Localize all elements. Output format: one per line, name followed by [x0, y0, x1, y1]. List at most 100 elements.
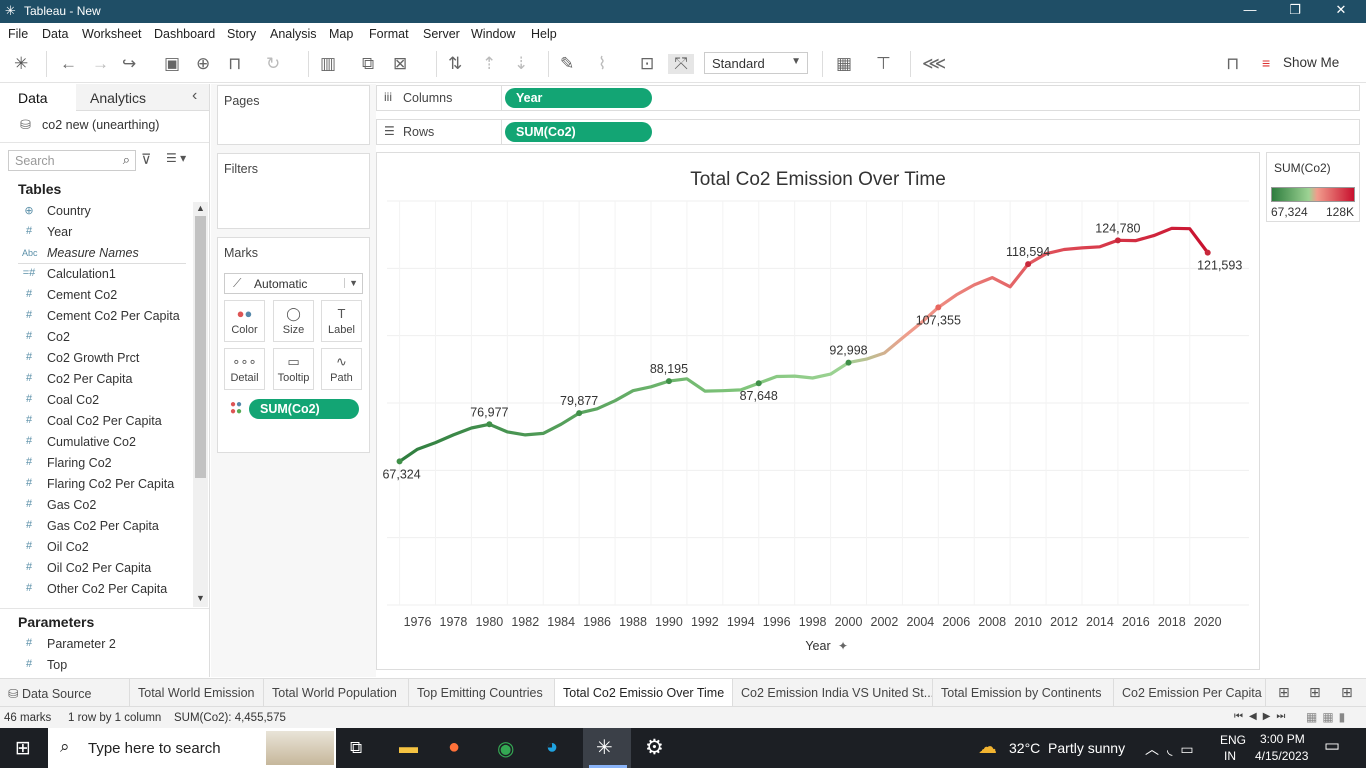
tab-analytics[interactable]: Analytics [90, 90, 147, 106]
field-item[interactable]: # Year [0, 222, 192, 243]
menu-window[interactable]: Window [471, 27, 516, 41]
clock-date[interactable]: 4/15/2023 [1255, 749, 1309, 763]
show-me-icon[interactable]: ≡ [1262, 55, 1271, 71]
new-story-icon[interactable]: ⊞ [1341, 684, 1353, 700]
menu-dashboard[interactable]: Dashboard [154, 27, 216, 41]
data-point[interactable] [1114, 237, 1121, 244]
refresh-icon[interactable]: ↻ [266, 54, 281, 73]
field-item[interactable]: # Gas Co2 Per Capita [0, 516, 192, 537]
field-item[interactable]: # Co2 Growth Prct [0, 348, 192, 369]
field-item[interactable]: # Flaring Co2 [0, 453, 192, 474]
field-item[interactable]: # Flaring Co2 Per Capita [0, 474, 192, 495]
field-item[interactable]: # Other Co2 Per Capita [0, 579, 192, 600]
taskbar-search-input[interactable]: ⌕ Type here to search [48, 728, 336, 768]
data-point[interactable] [576, 410, 583, 417]
duplicate-sheet-icon[interactable]: ⧉ [362, 54, 375, 73]
data-point[interactable] [396, 458, 403, 465]
field-item[interactable]: # Cement Co2 [0, 285, 192, 306]
view-size-select[interactable]: Standard ▼ [704, 52, 808, 74]
tableau-taskbar-icon[interactable]: ✳ [596, 737, 613, 759]
menu-worksheet[interactable]: Worksheet [82, 27, 142, 41]
field-item[interactable]: # Coal Co2 Per Capita [0, 411, 192, 432]
sum-co2-pill[interactable]: SUM(Co2) [505, 122, 652, 142]
field-item[interactable]: # Co2 [0, 327, 192, 348]
presentation-mode-icon[interactable]: ⊤ [876, 54, 891, 73]
firefox-icon[interactable]: ● [448, 736, 461, 758]
swap-rows-columns-icon[interactable]: ⇅ [448, 54, 463, 73]
tray-icons[interactable]: ︿◟▭ [1145, 741, 1202, 757]
menu-analysis[interactable]: Analysis [270, 27, 317, 41]
data-point[interactable] [935, 304, 942, 311]
clock-time[interactable]: 3:00 PM [1260, 732, 1305, 746]
field-item[interactable]: # Coal Co2 [0, 390, 192, 411]
columns-shelf[interactable]: iii Columns Year [376, 85, 1360, 111]
data-point[interactable] [1204, 249, 1211, 256]
sort-descending-icon[interactable]: ⇣ [514, 54, 529, 73]
detail-button[interactable]: ∘∘∘ Detail [224, 348, 265, 390]
show-cards-icon[interactable]: ▦ [836, 54, 853, 73]
new-datasource-icon[interactable]: ⊕ [196, 54, 211, 73]
field-item[interactable]: ⊕ Country [0, 201, 192, 222]
menu-data[interactable]: Data [42, 27, 69, 41]
line-chart[interactable]: Total Co2 Emission Over Time 1976 1978 198… [377, 153, 1259, 669]
chrome-icon[interactable]: ◉ [497, 738, 515, 760]
field-item[interactable]: # Co2 Per Capita [0, 369, 192, 390]
mark-type-select[interactable]: ⟋ Automatic ▼ [224, 273, 363, 294]
path-button[interactable]: ∿ Path [321, 348, 362, 390]
tooltip-button[interactable]: ▭ Tooltip [273, 348, 314, 390]
size-button[interactable]: ◯ Size [273, 300, 314, 342]
marks-color-pill[interactable]: SUM(Co2) [249, 399, 359, 419]
parameter-item[interactable]: # Parameter 2 [0, 634, 192, 655]
menu-story[interactable]: Story [227, 27, 257, 41]
undo-icon[interactable]: ← [60, 54, 77, 73]
field-item[interactable]: # Oil Co2 [0, 537, 192, 558]
series-line[interactable] [398, 226, 1209, 463]
new-worksheet-icon[interactable]: ▥ [320, 54, 337, 73]
sheet-tab[interactable]: Total World Emission [130, 679, 264, 707]
sheet-tab-active[interactable]: Total Co2 Emissio Over Time [555, 679, 733, 707]
windows-start-icon[interactable]: ⊞ [15, 738, 31, 759]
menu-help[interactable]: Help [531, 27, 557, 41]
data-point[interactable] [755, 380, 762, 387]
parameter-item[interactable]: # Top [0, 655, 192, 676]
field-item[interactable]: =# Calculation1 [0, 263, 192, 285]
language-eng[interactable]: ENG [1220, 733, 1247, 747]
field-item[interactable]: # Cumulative Co2 [0, 432, 192, 453]
fix-axes-icon[interactable]: ⤧ [668, 54, 694, 74]
field-item[interactable]: Abc Measure Names [0, 243, 192, 264]
file-explorer-icon[interactable]: ▬ [399, 737, 418, 758]
filter-icon[interactable]: ⊽ [141, 151, 152, 167]
save-icon[interactable]: ▣ [164, 54, 181, 73]
filters-card[interactable]: Filters [217, 153, 370, 229]
menu-server[interactable]: Server [423, 27, 460, 41]
field-list-scrollbar[interactable]: ▲ ▼ [193, 202, 208, 607]
sheet-tab[interactable]: Top Emitting Countries [409, 679, 555, 707]
close-button[interactable]: ✕ [1335, 2, 1347, 17]
minimize-button[interactable]: — [1243, 2, 1257, 17]
data-point[interactable] [1025, 261, 1032, 268]
data-point[interactable] [486, 421, 493, 428]
highlight-icon[interactable]: ✎ [560, 54, 575, 73]
language-in[interactable]: IN [1224, 749, 1236, 763]
edge-icon[interactable]: ◕ [546, 736, 559, 758]
sheet-tab[interactable]: Total Emission by Continents [933, 679, 1114, 707]
sheet-tab[interactable]: Co2 Emission India VS United St... [733, 679, 933, 707]
field-item[interactable]: # Cement Co2 Per Capita [0, 306, 192, 327]
pin-icon[interactable]: ✦ [838, 639, 848, 653]
show-mark-labels-icon[interactable]: ⊡ [640, 54, 655, 73]
search-input[interactable]: Search ⌕ [8, 150, 136, 171]
show-me-button[interactable]: Show Me [1283, 55, 1340, 70]
data-point[interactable] [665, 378, 672, 385]
datasource-name[interactable]: co2 new (unearthing) [42, 118, 160, 132]
rows-shelf[interactable]: ☰ Rows SUM(Co2) [376, 119, 1360, 145]
sheet-tab[interactable]: Total World Population [264, 679, 409, 707]
share-icon[interactable]: ⋘ [922, 54, 947, 73]
clear-sheet-icon[interactable]: ⊠ [393, 54, 408, 73]
pause-updates-icon[interactable]: ⊓ [228, 54, 242, 73]
menu-map[interactable]: Map [329, 27, 354, 41]
new-worksheet-icon[interactable]: ⊞ [1278, 684, 1290, 700]
group-members-icon[interactable]: ⌇ [598, 54, 607, 73]
new-dashboard-icon[interactable]: ⊞ [1309, 684, 1321, 700]
color-legend[interactable]: SUM(Co2) 67,324 128K [1266, 152, 1360, 222]
weather-text[interactable]: 32°C Partly sunny [1009, 740, 1126, 756]
